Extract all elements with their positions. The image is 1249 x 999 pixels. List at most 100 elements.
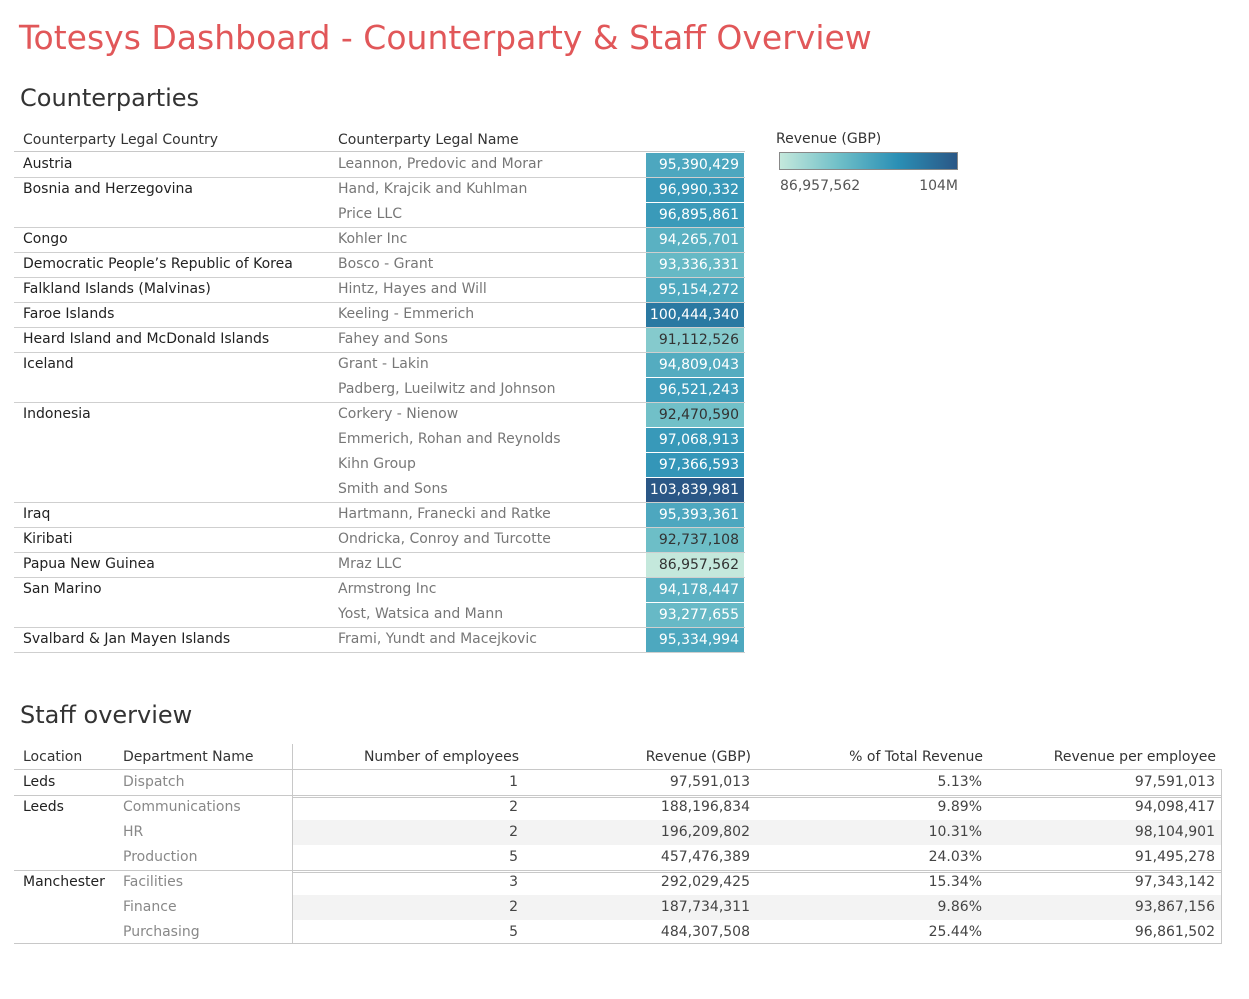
header-divider xyxy=(292,769,1221,770)
country-cell: Papua New Guinea xyxy=(23,556,155,572)
revenue-heat-cell: 96,521,243 xyxy=(646,378,744,402)
country-cell: Democratic People’s Republic of Korea xyxy=(23,256,293,272)
department-cell: HR xyxy=(123,824,144,840)
department-cell: Purchasing xyxy=(123,924,200,940)
dashboard-title: Totesys Dashboard - Counterparty & Staff… xyxy=(19,18,872,57)
group-divider xyxy=(14,252,745,253)
department-cell: Dispatch xyxy=(123,774,185,790)
revenue-heat-cell: 95,393,361 xyxy=(646,503,744,527)
revenue-column-header: Revenue (GBP) xyxy=(645,749,751,765)
department-column-header: Department Name xyxy=(123,749,254,765)
group-divider-double xyxy=(292,872,1221,873)
counterparty-row: Papua New Guinea Mraz LLC 86,957,562 xyxy=(0,552,760,577)
row-band xyxy=(292,795,1221,820)
revenue-heat-cell: 100,444,340 xyxy=(646,303,744,327)
staff-row: Production 5 457,476,389 24.03% 91,495,278 xyxy=(0,845,1249,870)
counterparty-row: Faroe Islands Keeling - Emmerich 100,444,3… xyxy=(0,302,760,327)
row-band xyxy=(292,870,1221,895)
pct-cell: 9.86% xyxy=(937,899,982,915)
pct-column-header: % of Total Revenue xyxy=(849,749,983,765)
department-cell: Production xyxy=(123,849,198,865)
revenue-heat-cell: 92,470,590 xyxy=(646,403,744,427)
counterparties-section-title: Counterparties xyxy=(20,84,200,112)
revenue-cell: 292,029,425 xyxy=(660,874,750,890)
group-divider xyxy=(14,277,745,278)
department-cell: Communications xyxy=(123,799,241,815)
country-cell: San Marino xyxy=(23,581,102,597)
per-employee-column-header: Revenue per employee xyxy=(1053,749,1216,765)
legend-max-label: 104M xyxy=(919,178,958,194)
revenue-cell: 484,307,508 xyxy=(660,924,750,940)
country-cell: Faroe Islands xyxy=(23,306,115,322)
pct-cell: 10.31% xyxy=(928,824,982,840)
staff-row: Purchasing 5 484,307,508 25.44% 96,861,502 xyxy=(0,920,1249,945)
employees-cell: 3 xyxy=(509,874,518,890)
pane-vertical-divider xyxy=(292,744,293,944)
row-band xyxy=(292,845,1221,870)
revenue-heat-cell: 103,839,981 xyxy=(646,478,744,502)
counterparty-name-cell: Grant - Lakin xyxy=(338,356,429,372)
group-divider xyxy=(14,352,745,353)
per-employee-cell: 97,591,013 xyxy=(1134,774,1215,790)
table-bottom-divider xyxy=(14,652,745,653)
country-cell: Indonesia xyxy=(23,406,91,422)
row-band xyxy=(292,920,1221,945)
per-employee-cell: 94,098,417 xyxy=(1134,799,1215,815)
counterparty-name-cell: Smith and Sons xyxy=(338,481,448,497)
counterparty-row: Heard Island and McDonald Islands Fahey a… xyxy=(0,327,760,352)
group-divider xyxy=(14,552,745,553)
counterparty-row: Democratic People’s Republic of Korea Bos… xyxy=(0,252,760,277)
group-divider xyxy=(14,327,745,328)
country-cell: Kiribati xyxy=(23,531,73,547)
revenue-heat-cell: 96,895,861 xyxy=(646,203,744,227)
revenue-heat-cell: 97,068,913 xyxy=(646,428,744,452)
revenue-cell: 188,196,834 xyxy=(660,799,750,815)
counterparty-name-cell: Hand, Krajcik and Kuhlman xyxy=(338,181,528,197)
country-column-header: Counterparty Legal Country xyxy=(23,132,218,148)
group-divider xyxy=(14,227,745,228)
revenue-heat-cell: 93,277,655 xyxy=(646,603,744,627)
row-band xyxy=(292,820,1221,845)
country-cell: Svalbard & Jan Mayen Islands xyxy=(23,631,231,647)
counterparty-name-cell: Corkery - Nienow xyxy=(338,406,459,422)
legend-min-label: 86,957,562 xyxy=(780,178,861,194)
group-divider xyxy=(14,627,745,628)
counterparty-row: Iceland Grant - Lakin 94,809,043 xyxy=(0,352,760,377)
per-employee-cell: 93,867,156 xyxy=(1134,899,1215,915)
counterparty-name-cell: Ondricka, Conroy and Turcotte xyxy=(338,531,551,547)
counterparty-name-cell: Keeling - Emmerich xyxy=(338,306,475,322)
revenue-heat-cell: 97,366,593 xyxy=(646,453,744,477)
group-divider xyxy=(14,302,745,303)
per-employee-cell: 97,343,142 xyxy=(1134,874,1215,890)
counterparty-name-cell: Frami, Yundt and Macejkovic xyxy=(338,631,538,647)
name-column-header: Counterparty Legal Name xyxy=(338,132,519,148)
revenue-cell: 457,476,389 xyxy=(660,849,750,865)
revenue-cell: 196,209,802 xyxy=(660,824,750,840)
country-cell: Iraq xyxy=(23,506,51,522)
revenue-heat-cell: 94,178,447 xyxy=(646,578,744,602)
counterparty-name-cell: Leannon, Predovic and Morar xyxy=(338,156,543,172)
group-divider xyxy=(14,177,745,178)
revenue-heat-cell: 86,957,562 xyxy=(646,553,744,577)
header-divider xyxy=(14,151,745,152)
group-divider xyxy=(14,870,1221,871)
counterparty-name-cell: Kihn Group xyxy=(338,456,416,472)
counterparty-name-cell: Price LLC xyxy=(338,206,402,222)
counterparty-name-cell: Yost, Watsica and Mann xyxy=(338,606,504,622)
country-cell: Bosnia and Herzegovina xyxy=(23,181,193,197)
counterparty-name-cell: Fahey and Sons xyxy=(338,331,448,347)
group-divider xyxy=(14,577,745,578)
header-divider-left xyxy=(14,769,292,770)
location-cell: Leeds xyxy=(23,799,64,815)
pct-cell: 25.44% xyxy=(928,924,982,940)
department-cell: Facilities xyxy=(123,874,183,890)
employees-cell: 1 xyxy=(509,774,518,790)
group-divider xyxy=(14,795,1221,796)
revenue-heat-cell: 95,334,994 xyxy=(646,628,744,652)
table-bottom-divider xyxy=(14,943,1222,944)
per-employee-cell: 91,495,278 xyxy=(1134,849,1215,865)
pct-cell: 5.13% xyxy=(937,774,982,790)
location-cell: Manchester xyxy=(23,874,105,890)
staff-section-title: Staff overview xyxy=(20,701,193,729)
counterparty-row: Iraq Hartmann, Franecki and Ratke 95,393,3… xyxy=(0,502,760,527)
